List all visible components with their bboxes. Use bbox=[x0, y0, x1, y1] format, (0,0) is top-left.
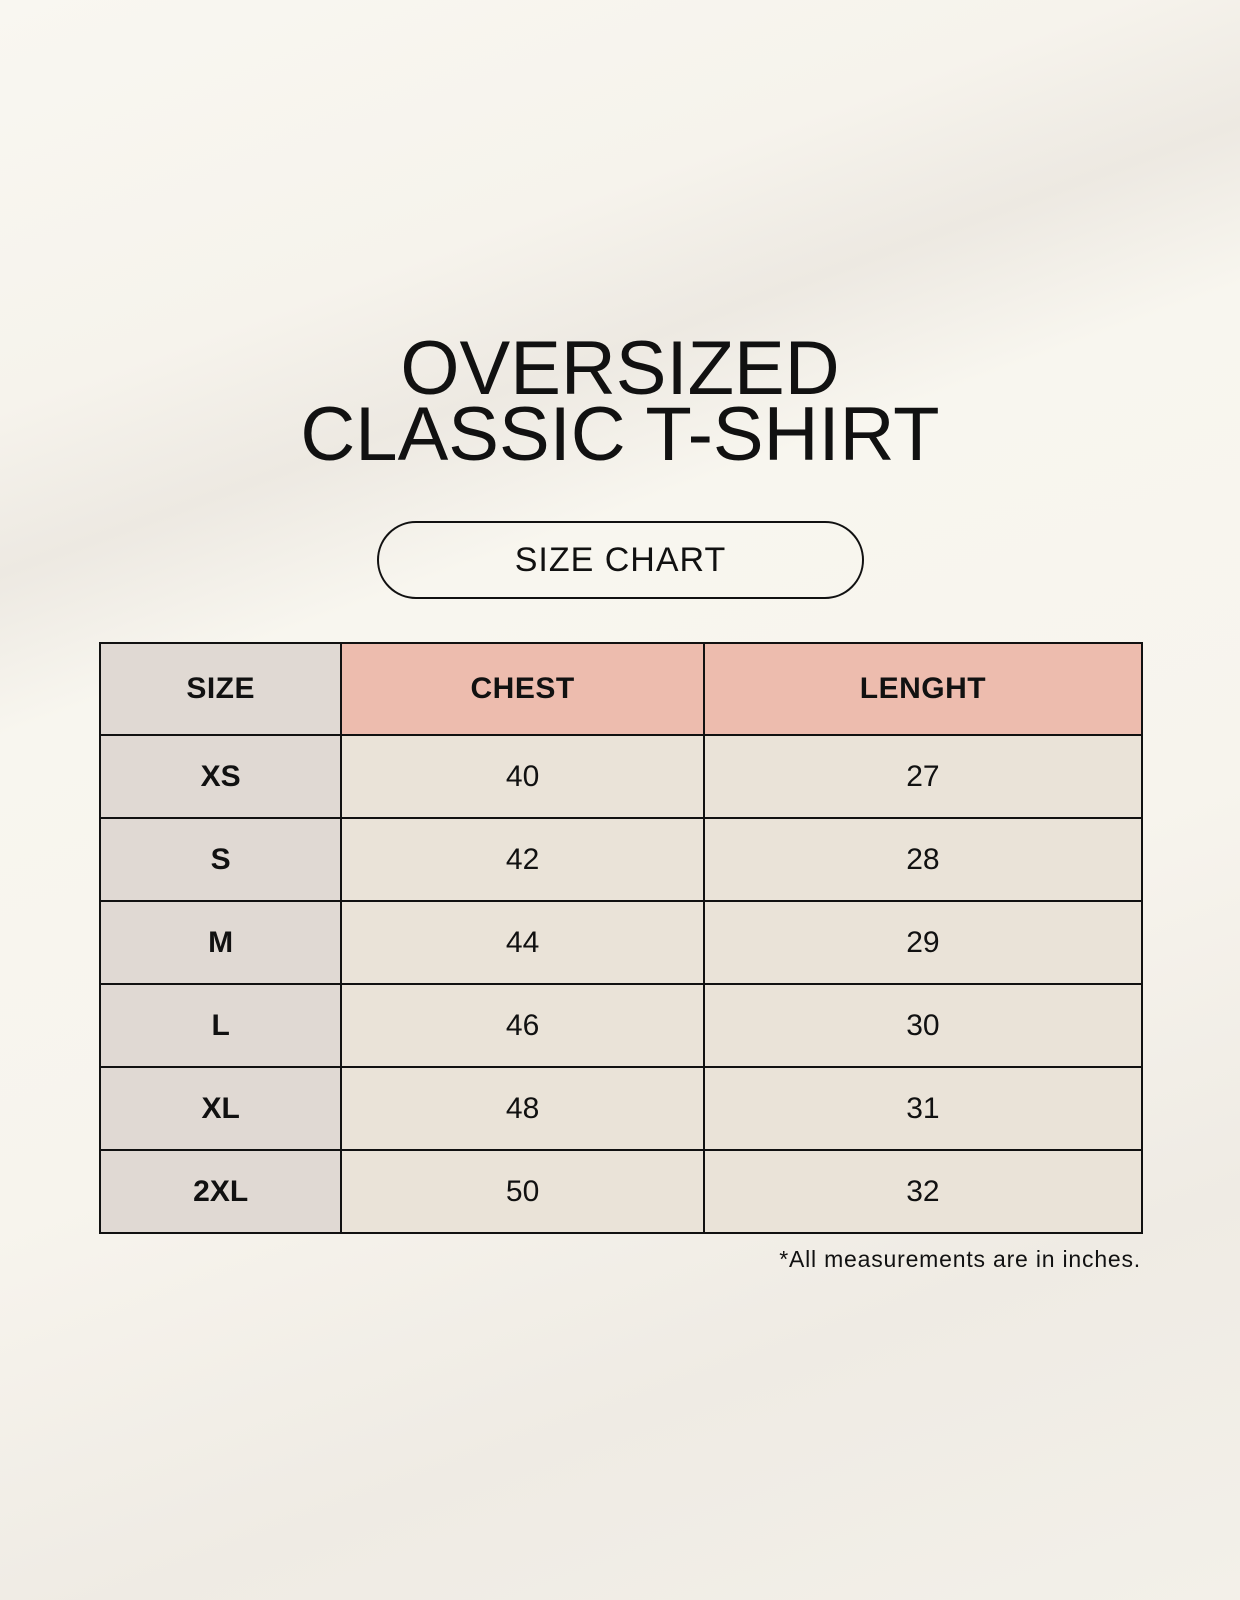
cell-size: L bbox=[98, 983, 343, 1068]
cell-size: XL bbox=[98, 1066, 343, 1151]
cell-length: 30 bbox=[702, 983, 1144, 1068]
table-header-row: SIZE CHEST LENGHT bbox=[98, 642, 1144, 736]
cell-length: 27 bbox=[702, 734, 1144, 819]
table-row: S 42 28 bbox=[98, 817, 1144, 902]
table-row: XL 48 31 bbox=[98, 1066, 1144, 1151]
cell-length: 29 bbox=[702, 900, 1144, 985]
cell-chest: 48 bbox=[340, 1066, 705, 1151]
cell-size: S bbox=[98, 817, 343, 902]
table-row: XS 40 27 bbox=[98, 734, 1144, 819]
table-row: M 44 29 bbox=[98, 900, 1144, 985]
cell-length: 28 bbox=[702, 817, 1144, 902]
table-row: 2XL 50 32 bbox=[98, 1149, 1144, 1234]
table-row: L 46 30 bbox=[98, 983, 1144, 1068]
header-size: SIZE bbox=[98, 642, 343, 736]
cell-chest: 40 bbox=[340, 734, 705, 819]
cell-size: 2XL bbox=[98, 1149, 343, 1234]
title-line-1: OVERSIZED bbox=[400, 326, 840, 411]
cell-length: 31 bbox=[702, 1066, 1144, 1151]
title-line-2: CLASSIC T-SHIRT bbox=[300, 392, 940, 477]
cell-size: XS bbox=[98, 734, 343, 819]
header-chest: CHEST bbox=[340, 642, 705, 736]
size-chart-label: SIZE CHART bbox=[377, 521, 864, 599]
cell-size: M bbox=[98, 900, 343, 985]
footnote: *All measurements are in inches. bbox=[779, 1246, 1141, 1272]
header-length: LENGHT bbox=[702, 642, 1144, 736]
cell-chest: 44 bbox=[340, 900, 705, 985]
page-title: OVERSIZED CLASSIC T-SHIRT bbox=[0, 326, 1240, 477]
cell-chest: 46 bbox=[340, 983, 705, 1068]
cell-length: 32 bbox=[702, 1149, 1144, 1234]
size-table: SIZE CHEST LENGHT XS 40 27 S 42 28 M 44 29 L 46 30 X… bbox=[98, 642, 1144, 1234]
cell-chest: 42 bbox=[340, 817, 705, 902]
cell-chest: 50 bbox=[340, 1149, 705, 1234]
